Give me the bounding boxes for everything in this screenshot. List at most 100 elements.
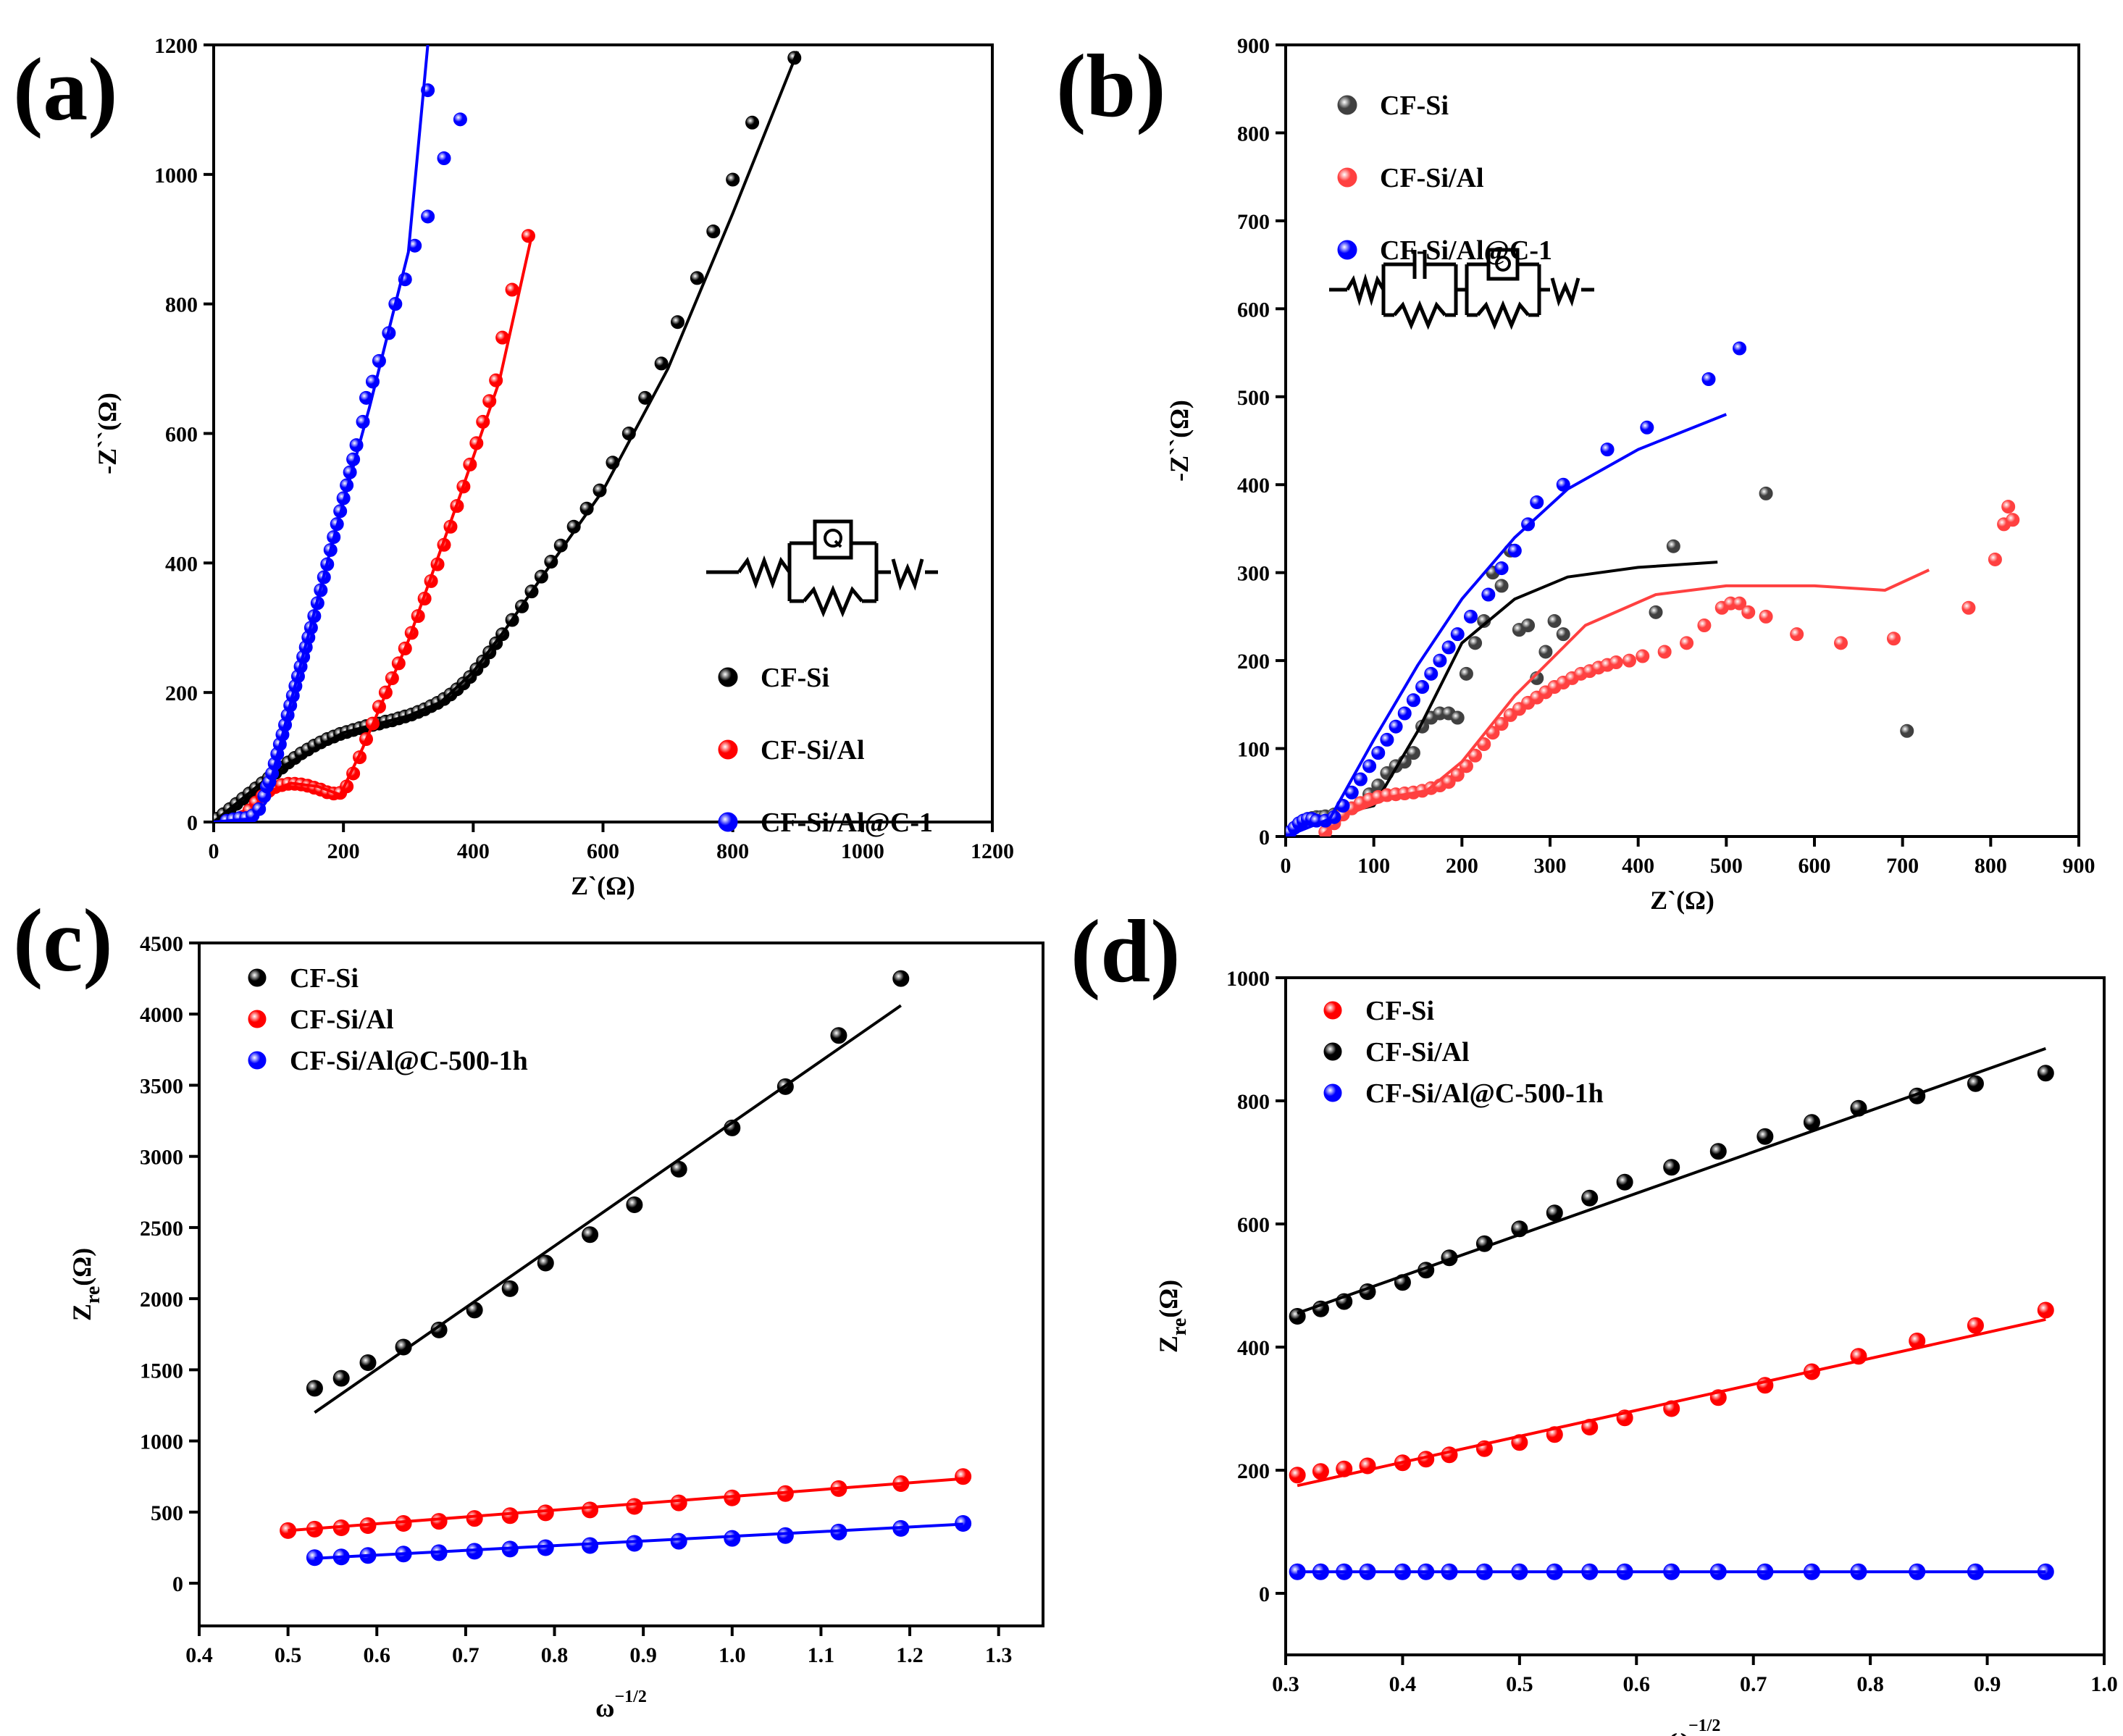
panel-label: (b)	[1056, 36, 1166, 135]
legend-marker	[718, 667, 738, 687]
x-tick-label: 200	[327, 839, 360, 863]
data-point	[1887, 632, 1901, 646]
data-point	[430, 1513, 448, 1530]
warburg-icon	[1550, 277, 1594, 307]
fit-line	[214, 45, 430, 822]
x-tick-label: 0.3	[1272, 1672, 1299, 1696]
data-point	[1546, 1204, 1563, 1222]
legend-label: CF-Si/Al@C-500-1h	[1365, 1078, 1604, 1109]
x-tick-label: 200	[1446, 854, 1478, 878]
resistor-icon	[737, 555, 792, 590]
capacitor-icon	[1412, 250, 1427, 279]
legend-marker	[248, 1051, 267, 1070]
y-tick-label: 600	[165, 423, 198, 447]
data-point	[521, 229, 535, 243]
data-point	[892, 970, 910, 987]
data-point	[505, 282, 519, 297]
data-point	[671, 315, 685, 330]
data-point	[1709, 1143, 1727, 1160]
data-point	[1424, 666, 1439, 681]
x-tick-label: 0.6	[1623, 1672, 1651, 1696]
data-point	[421, 209, 435, 224]
y-tick-label: 200	[165, 682, 198, 705]
y-tick-label: 0	[1259, 1582, 1270, 1606]
x-tick-label: 0.4	[185, 1643, 213, 1667]
data-point	[1459, 666, 1473, 681]
series-cf-si-al-c-500-1h	[306, 1515, 972, 1567]
y-tick-label: 1000	[1226, 967, 1270, 991]
data-point	[776, 1527, 794, 1544]
legend-marker	[248, 968, 267, 987]
data-point	[2037, 1301, 2054, 1319]
panel-a: 0 200 400 600 800 1000 1200 0 200 400 600 800 1000 12…	[13, 34, 1014, 900]
data-point	[1733, 596, 1747, 611]
equivalent-circuit-icon	[1329, 248, 1594, 330]
y-tick-label: 2000	[140, 1288, 183, 1312]
x-tick-label: 800	[716, 839, 749, 863]
data-point	[1701, 372, 1716, 386]
y-tick-label: 1000	[154, 164, 198, 188]
plot-area	[1286, 341, 2020, 836]
legend-marker	[1337, 240, 1357, 260]
legend-label: CF-Si	[290, 963, 359, 994]
data-point	[1312, 1463, 1329, 1480]
x-tick-label: 500	[1710, 854, 1743, 878]
data-point	[1371, 746, 1386, 760]
x-tick-label: 1000	[841, 839, 884, 863]
equivalent-circuit-icon	[706, 519, 938, 618]
series-cf-si-al-c-1	[214, 45, 467, 822]
legend-label: CF-Si/Al@C-1	[1380, 235, 1552, 266]
plot-frame	[1284, 43, 2080, 838]
fit-line	[1286, 413, 1728, 836]
legend: CF-Si CF-Si/Al CF-Si/Al@C-500-1h	[1323, 996, 1604, 1109]
data-point	[1581, 1419, 1599, 1435]
data-point	[1530, 495, 1544, 510]
x-tick-label: 0.5	[1506, 1672, 1533, 1696]
data-point	[1494, 717, 1509, 731]
legend: CF-Si CF-Si/Al CF-Si/Al@C-500-1h	[248, 963, 528, 1076]
plot-area	[280, 970, 972, 1567]
y-tick-label: 100	[1237, 738, 1270, 762]
y-tick-label: 600	[1237, 298, 1270, 322]
y-tick-label: 500	[151, 1501, 183, 1525]
data-point	[1538, 645, 1553, 659]
data-point	[1380, 732, 1394, 747]
data-point	[1759, 486, 1773, 500]
data-point	[1581, 1189, 1599, 1207]
x-tick-label: 1.0	[2090, 1672, 2118, 1696]
data-point	[1464, 609, 1478, 624]
legend-label: CF-Si/Al@C-1	[761, 808, 933, 838]
legend-label: CF-Si/Al	[761, 735, 865, 766]
y-tick-label: 0	[187, 811, 198, 835]
plot-area	[1289, 1047, 2054, 1580]
panel-b: 0 100 200 300 400 500 600 700 800 900 0 100 200 300 40…	[1056, 34, 2095, 915]
cpe-box-icon	[1486, 248, 1520, 281]
panel-label: (d)	[1071, 902, 1181, 1001]
legend-label: CF-Si/Al	[1380, 163, 1484, 193]
legend-marker	[1323, 1083, 1342, 1102]
data-point	[437, 151, 451, 165]
x-tick-label: 0.8	[1856, 1672, 1884, 1696]
x-axis-label: ω−1/2	[1670, 1716, 1721, 1736]
data-point	[1636, 649, 1650, 663]
data-point	[1450, 710, 1465, 725]
y-tick-label: 2500	[140, 1217, 183, 1241]
x-tick-label: 0	[209, 839, 219, 863]
y-tick-label: 200	[1237, 650, 1270, 674]
x-tick-label: 0.7	[452, 1643, 480, 1667]
data-point	[670, 1494, 687, 1511]
data-point	[654, 356, 669, 371]
resistor-icon	[803, 584, 863, 618]
x-tick-label: 1200	[971, 839, 1014, 863]
data-point	[2037, 1065, 2054, 1082]
x-tick-label: 0	[1281, 854, 1291, 878]
data-point	[1756, 1128, 1774, 1145]
data-point	[1622, 653, 1636, 668]
x-tick-label: 0.9	[629, 1643, 657, 1667]
x-tick-label: 300	[1534, 854, 1567, 878]
data-point	[466, 1510, 483, 1527]
data-point	[626, 1498, 643, 1515]
data-point	[1556, 627, 1570, 642]
legend-marker	[248, 1010, 267, 1028]
data-point	[1433, 653, 1447, 668]
